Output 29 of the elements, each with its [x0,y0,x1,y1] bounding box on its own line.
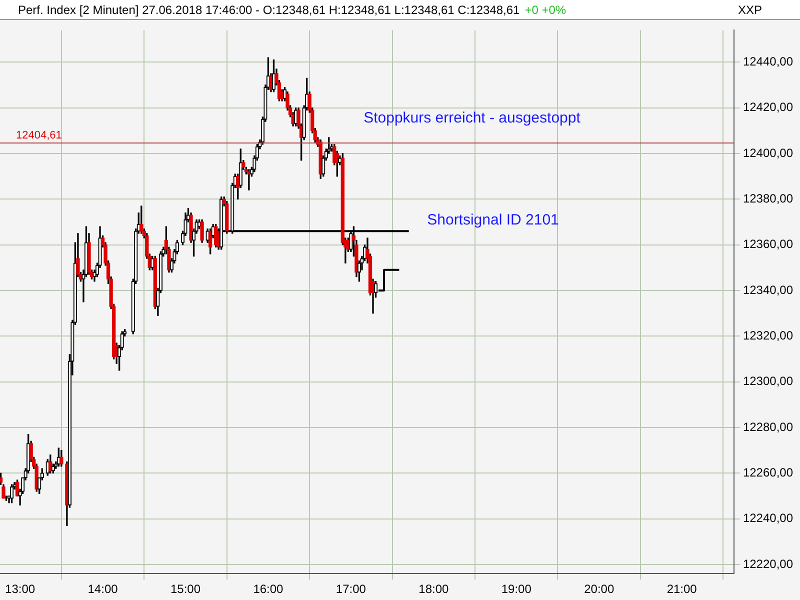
y-tick-label: 12360,00 [742,237,794,252]
y-tick-label: 12380,00 [742,191,794,206]
x-tick-label: 18:00 [418,582,450,596]
chart-subtitle: +0 +0% [524,2,566,16]
annotation: Shortsignal ID 2101 [427,212,559,228]
y-tick-label: 12440,00 [742,54,794,68]
y-tick-label: 12280,00 [742,420,794,434]
y-tick-label: 12420,00 [742,100,794,114]
ref-line-label: 12404,61 [16,130,62,142]
y-tick-label: 12220,00 [742,556,794,571]
x-tick-label: 19:00 [501,582,532,596]
y-tick-label: 12340,00 [742,282,794,297]
chart-title: Perf. Index [2 Minuten] 27.06.2018 17:46:00 - O:12348,61 H:12348,61 L:12348,61 C:12348,61 [18,2,520,16]
x-tick-label: 14:00 [88,582,118,596]
candlestick [10,484,14,504]
x-tick-label: 20:00 [584,582,614,596]
y-tick-label: 12260,00 [742,465,794,480]
y-tick-label: 12300,00 [742,374,794,388]
x-tick-label: 17:00 [336,582,366,596]
y-tick-label: 12400,00 [742,146,794,160]
candlestick [5,496,8,501]
text: XXP [738,3,762,17]
annotation: Stoppkurs erreicht - ausgestoppt [364,110,580,126]
x-tick-label: 13:00 [5,582,36,596]
x-tick-label: 21:00 [666,582,698,596]
x-tick-label: 15:00 [170,582,201,596]
x-tick-label: 16:00 [253,582,284,596]
y-tick-label: 12320,00 [742,328,794,342]
y-tick-label: 12240,00 [742,511,794,526]
